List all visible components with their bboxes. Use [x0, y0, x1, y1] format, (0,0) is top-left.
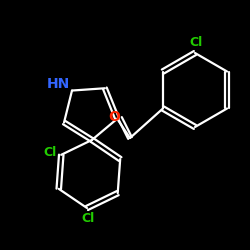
- Text: Cl: Cl: [189, 36, 202, 50]
- Text: O: O: [108, 110, 120, 124]
- Text: HN: HN: [47, 77, 70, 91]
- Text: Cl: Cl: [81, 212, 94, 224]
- Text: Cl: Cl: [43, 146, 57, 159]
